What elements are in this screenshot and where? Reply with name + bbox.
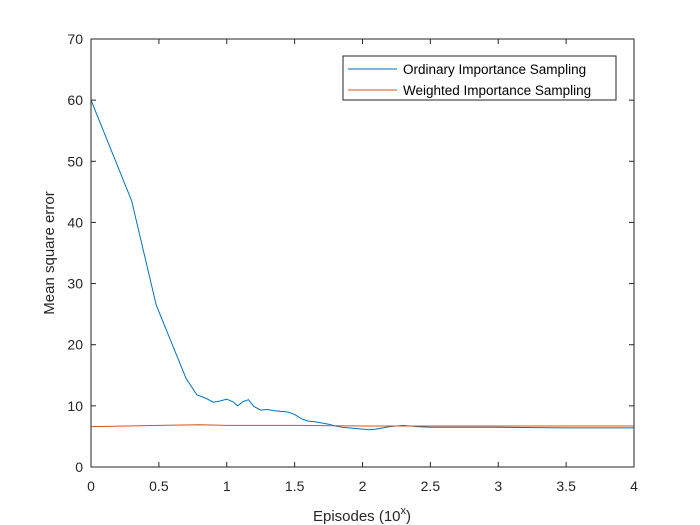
x-tick-label: 1 — [223, 478, 231, 494]
x-axis-label-superscript: x — [401, 505, 407, 517]
x-axis-ticks: 0 0.5 1 1.5 2 2.5 3 3.5 4 — [87, 39, 638, 494]
plot-area — [91, 39, 634, 467]
y-tick-label: 70 — [67, 31, 83, 47]
y-axis-ticks: 0 10 20 30 40 50 60 70 — [67, 31, 634, 475]
x-tick-label: 4 — [630, 478, 638, 494]
legend-label-weighted: Weighted Importance Sampling — [403, 83, 591, 98]
legend: Ordinary Importance Sampling Weighted Im… — [342, 55, 617, 101]
x-axis-label: Episodes (10x) — [313, 505, 411, 525]
series-line-weighted — [90, 424, 634, 428]
y-tick-label: 30 — [67, 276, 83, 292]
x-axis-label-suffix: ) — [406, 508, 411, 525]
series-layer — [90, 99, 634, 431]
x-tick-label: 0.5 — [149, 478, 169, 494]
y-tick-label: 40 — [67, 214, 83, 230]
legend-box — [342, 55, 617, 101]
legend-label-ordinary: Ordinary Importance Sampling — [403, 62, 586, 77]
x-tick-label: 3 — [494, 478, 502, 494]
x-tick-label: 2.5 — [421, 478, 441, 494]
y-tick-label: 10 — [67, 398, 83, 414]
x-tick-label: 2 — [359, 478, 367, 494]
y-axis-label: Mean square error — [41, 191, 58, 314]
y-tick-label: 60 — [67, 92, 83, 108]
y-tick-label: 20 — [67, 337, 83, 353]
x-tick-label: 3.5 — [556, 478, 576, 494]
y-tick-label: 50 — [67, 153, 83, 169]
x-tick-label: 1.5 — [285, 478, 305, 494]
x-tick-label: 0 — [87, 478, 95, 494]
x-axis-label-main: Episodes (10 — [313, 508, 401, 525]
y-tick-label: 0 — [75, 459, 83, 475]
